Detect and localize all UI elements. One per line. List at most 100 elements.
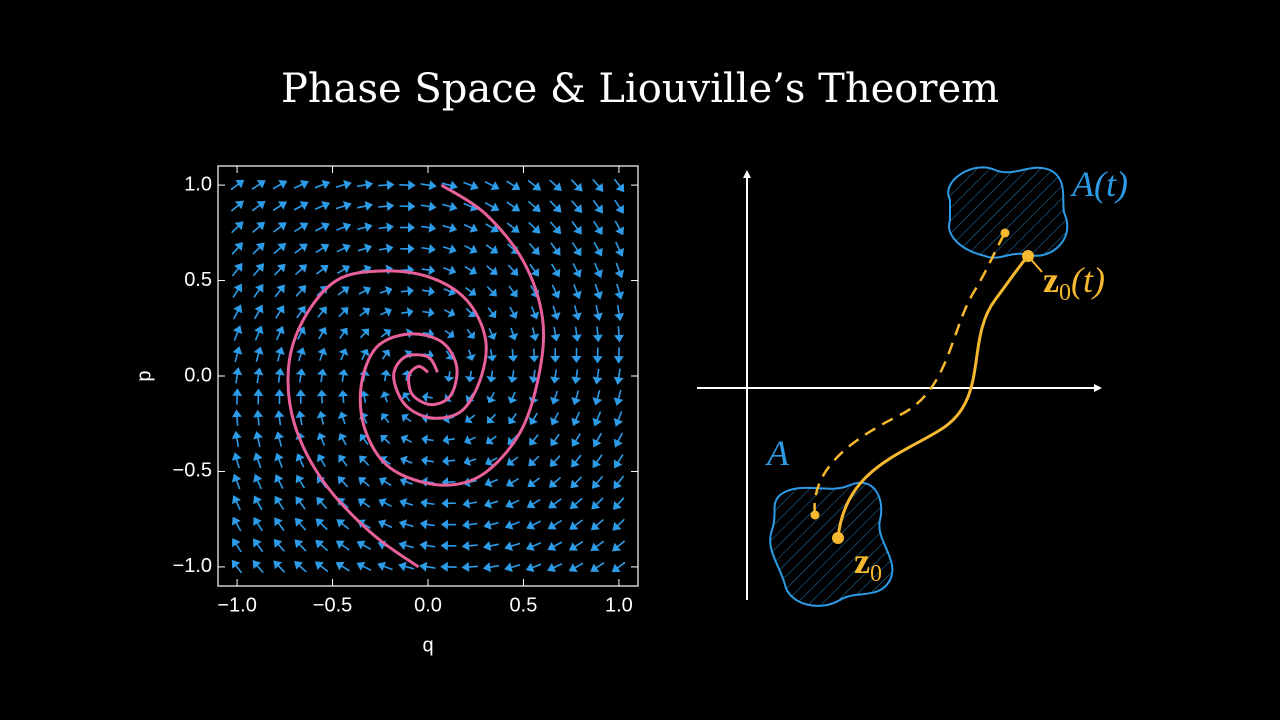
field-arrow [592, 411, 602, 427]
field-arrow [314, 201, 331, 211]
field-arrow [399, 222, 416, 233]
field-arrow [569, 519, 583, 530]
field-arrow [314, 561, 329, 573]
field-arrow [232, 346, 243, 363]
field-arrow [273, 222, 287, 233]
field-arrow [464, 370, 476, 383]
field-arrow [419, 561, 436, 572]
field-arrow [252, 221, 266, 233]
field-arrow [483, 541, 500, 551]
field-arrow [232, 538, 242, 553]
field-arrow [275, 325, 285, 341]
field-arrow [253, 473, 263, 490]
field-arrow [571, 347, 582, 364]
field-arrow [527, 200, 541, 213]
field-arrow [293, 201, 309, 211]
field-arrow [614, 220, 624, 236]
field-arrow [568, 540, 584, 551]
field-arrow [294, 264, 308, 276]
field-arrow [592, 326, 603, 343]
field-arrow [295, 389, 306, 404]
field-arrow [293, 179, 309, 190]
field-arrow [419, 540, 436, 551]
field-arrow [462, 498, 478, 509]
field-arrow [294, 517, 307, 531]
field-arrow [337, 390, 349, 404]
field-arrow [571, 433, 581, 447]
field-arrow [274, 367, 285, 383]
field-arrow [316, 411, 327, 425]
field-arrow [593, 241, 603, 257]
symbol: z [1043, 260, 1059, 300]
field-arrow [275, 346, 285, 362]
field-arrow [547, 562, 563, 573]
field-arrow [356, 179, 374, 190]
field-arrow [569, 497, 583, 510]
field-arrow [358, 390, 370, 403]
field-arrow [568, 562, 584, 572]
leader [1027, 255, 1043, 273]
field-arrow [486, 265, 498, 275]
field-arrow [275, 305, 285, 319]
x-tick-label: 0.0 [414, 594, 442, 616]
region-start [769, 481, 894, 607]
field-arrow [273, 560, 286, 573]
field-arrow [378, 243, 394, 254]
field-arrow [359, 433, 369, 445]
field-arrow [485, 223, 499, 233]
field-arrow [548, 498, 562, 509]
field-arrow [592, 368, 603, 385]
field-arrow [484, 477, 498, 488]
field-arrow [590, 562, 605, 572]
field-arrow [528, 369, 540, 384]
field-arrow [335, 561, 350, 572]
field-arrow [293, 222, 309, 233]
field-arrow [571, 411, 581, 427]
field-arrow [399, 476, 413, 487]
field-arrow [486, 349, 498, 362]
trajectory [836, 255, 1030, 539]
field-arrow [550, 326, 561, 342]
field-arrow [442, 223, 458, 233]
field-arrow [336, 519, 350, 530]
field-arrow [613, 178, 625, 193]
field-arrow [315, 265, 329, 275]
field-arrow [399, 180, 416, 191]
dashed-trajectory [813, 232, 1007, 516]
field-arrow [483, 498, 499, 509]
field-arrow [274, 474, 284, 490]
field-arrow [294, 243, 308, 254]
field-arrow [401, 413, 412, 423]
field-arrow [380, 434, 391, 445]
field-arrow [338, 454, 348, 467]
field-arrow [317, 347, 328, 361]
field-arrow [316, 368, 328, 383]
field-arrow [465, 307, 476, 318]
field-arrow [295, 474, 306, 489]
field-arrow [253, 367, 264, 384]
field-arrow [272, 180, 288, 190]
field-arrow [294, 539, 307, 552]
field-arrow [336, 264, 351, 274]
field-arrow [548, 476, 562, 488]
field-arrow [613, 454, 624, 469]
field-arrow [528, 455, 540, 467]
field-arrow [571, 200, 583, 214]
field-arrow [441, 498, 456, 509]
field-arrow [253, 346, 264, 362]
point-start-label: z0 [854, 541, 882, 587]
field-arrow [550, 390, 560, 405]
field-arrow [486, 413, 497, 424]
field-arrow [614, 241, 625, 257]
y-tick-label: −1.0 [173, 555, 212, 577]
field-arrow [253, 431, 263, 448]
field-arrow [549, 179, 562, 192]
field-arrow [337, 411, 348, 425]
field-arrow [570, 179, 583, 192]
field-arrow [593, 304, 603, 321]
field-arrow [231, 452, 242, 469]
field-arrow [483, 519, 499, 530]
field-arrow [571, 390, 581, 406]
field-arrow [442, 434, 455, 446]
